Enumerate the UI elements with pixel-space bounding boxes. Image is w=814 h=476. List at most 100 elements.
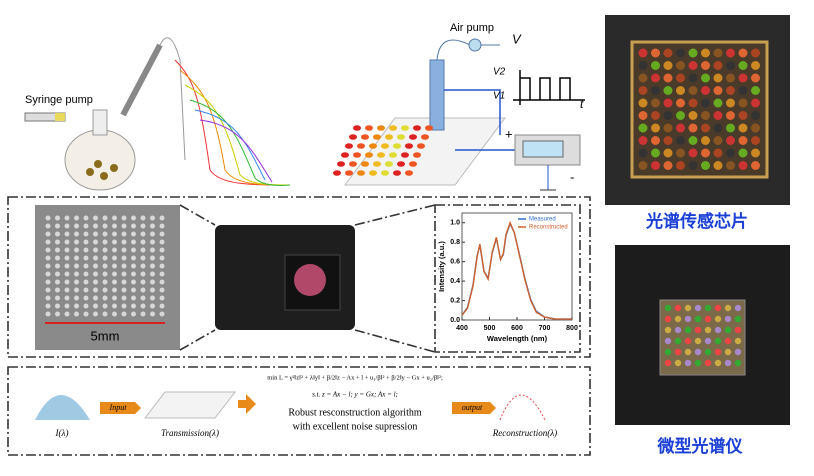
microlens [45, 287, 51, 293]
spectrometer-pixel [714, 326, 722, 334]
microlens [64, 255, 70, 261]
spectrometer-pixel [724, 315, 732, 323]
synthesis-schematic [24, 37, 585, 191]
spectrometer-pixel [724, 304, 732, 312]
chip-pixel [738, 148, 748, 158]
chip-pixel [713, 136, 723, 145]
microlens [102, 271, 108, 277]
microlens [131, 271, 136, 277]
chip-pixel [701, 61, 710, 70]
y-tick-label: 1.0 [450, 220, 460, 227]
microlens [45, 295, 51, 301]
filter-dot [393, 143, 401, 149]
microlens [159, 247, 165, 253]
chip-pixel [676, 86, 685, 95]
microlens [150, 255, 155, 261]
spectrometer-pixel [694, 315, 702, 323]
chip-pixel [713, 48, 723, 58]
microlens [121, 231, 127, 237]
microlens [83, 231, 89, 237]
microlens [140, 311, 146, 317]
microlens [121, 279, 127, 285]
microlens [93, 223, 98, 229]
spectrometer-pixel [734, 348, 742, 356]
microlens [102, 239, 108, 245]
reconstruction-spectrum [499, 394, 546, 421]
microlens [102, 311, 108, 317]
chip-pixel [688, 148, 698, 158]
microlens [159, 223, 165, 229]
microlens [112, 295, 117, 301]
microlens [131, 311, 136, 317]
microlens [55, 295, 60, 301]
x-tick-label: 400 [456, 325, 468, 332]
microlens [93, 279, 98, 285]
chip-pixel [726, 86, 735, 95]
microlens [83, 255, 89, 261]
microlens [64, 295, 70, 301]
spectrometer-pixel [734, 326, 742, 334]
filter-dot [353, 125, 361, 131]
microlens [64, 239, 70, 245]
microlens [150, 271, 155, 277]
microlens [93, 255, 98, 261]
microlens [159, 287, 165, 293]
microlens [121, 239, 127, 245]
chip-pixel [688, 73, 698, 83]
spectrometer-pixel [724, 337, 732, 345]
scale-label: 5mm [91, 328, 120, 343]
microlens [74, 223, 79, 229]
filter-dot [413, 125, 421, 131]
microlens [121, 223, 127, 229]
chip-pixel [676, 136, 685, 145]
microlens [131, 295, 136, 301]
microlens [55, 303, 60, 309]
spectrometer-pixel [684, 337, 692, 345]
microlens [102, 223, 108, 229]
chip-pixel [638, 98, 648, 108]
chip-pixel [713, 86, 723, 95]
microlens [159, 215, 165, 221]
chip-pixel [663, 161, 673, 170]
y-tick-label: 0.0 [450, 317, 460, 324]
microlens [150, 215, 155, 221]
filter-dot [385, 134, 393, 140]
microlens [102, 231, 108, 237]
y-tick-label: 0.6 [450, 258, 460, 265]
spectrometer-pixel [734, 315, 742, 323]
microlens [121, 311, 127, 317]
microlens [131, 239, 136, 245]
microlens [83, 215, 89, 221]
chip-pixel [738, 48, 748, 58]
spectrometer-pixel [674, 359, 682, 367]
microlens [74, 311, 79, 317]
microlens [55, 231, 60, 237]
microlens [45, 263, 51, 269]
legend-label: Measured [529, 217, 556, 223]
y-axis-label: Intensity (a.u.) [437, 241, 446, 292]
spectrometer-pixel [724, 348, 732, 356]
chip-pixel [651, 61, 660, 70]
v2-label: V2 [493, 67, 506, 78]
microlens [55, 247, 60, 253]
chip-pixel [738, 111, 748, 120]
chip-pixel [651, 136, 660, 145]
microlens [45, 271, 51, 277]
microlens [150, 263, 155, 269]
y-tick-label: 0.2 [450, 297, 460, 304]
spectrometer-pixel [684, 315, 692, 323]
plot-frame [434, 204, 581, 353]
chip-pixel [663, 86, 673, 95]
filter-dot [365, 125, 373, 131]
microlens [150, 303, 155, 309]
reconstruction-label: Reconstruction(λ) [492, 428, 557, 438]
x-tick-label: 600 [511, 325, 523, 332]
microlens [131, 223, 136, 229]
microlens [102, 295, 108, 301]
microlens [93, 231, 98, 237]
microlens [121, 255, 127, 261]
spectrum-line [461, 221, 572, 320]
filter-dot [425, 125, 433, 131]
spectrometer-pixel [704, 359, 712, 367]
